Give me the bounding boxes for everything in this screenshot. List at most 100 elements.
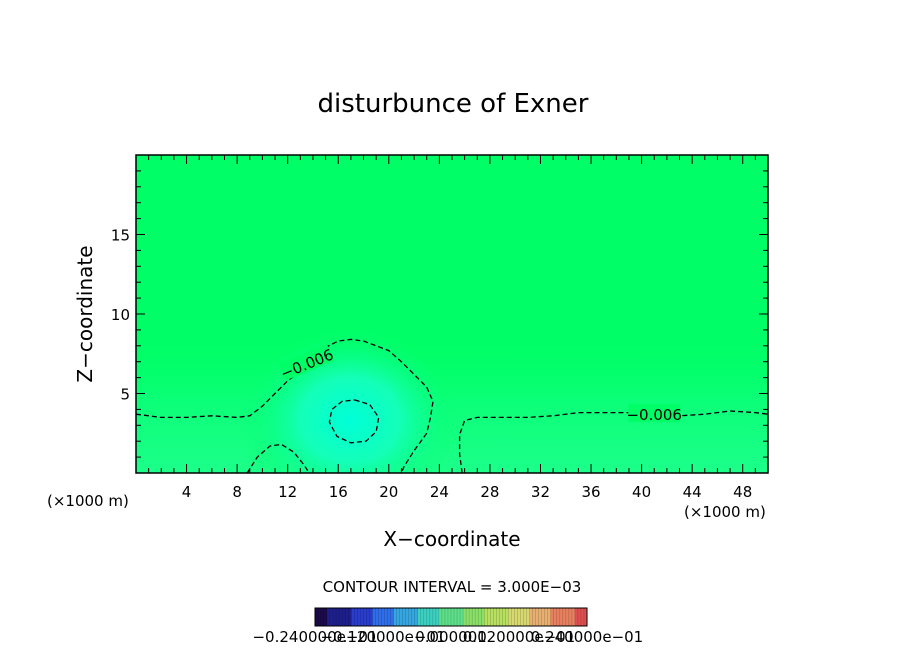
colorbar-cell (378, 608, 382, 626)
colorbar-cell (447, 608, 452, 626)
colorbar-cell (342, 608, 346, 626)
colorbar-cell (526, 608, 530, 626)
colorbar-cell (414, 608, 419, 626)
colorbar-cell (324, 608, 328, 626)
colorbar-cell (529, 608, 533, 626)
colorbar-cell (496, 608, 500, 626)
colorbar-cell (463, 608, 467, 626)
contour-label: −0.006 (626, 406, 682, 424)
colorbar-cell (544, 608, 549, 626)
colorbar-cell (478, 608, 482, 626)
colorbar-cell (487, 608, 491, 626)
x-tick-label: 24 (430, 483, 449, 501)
colorbar-cell (366, 608, 370, 626)
y-axis-label: Z−coordinate (73, 245, 97, 382)
colorbar-cell (505, 608, 509, 626)
colorbar (314, 607, 588, 627)
colorbar-cell (550, 608, 555, 626)
colorbar-cell (547, 608, 552, 626)
colorbar-cell (571, 608, 576, 626)
colorbar-cell (499, 608, 503, 626)
x-tick-label: 40 (632, 483, 651, 501)
colorbar-cell (514, 608, 518, 626)
colorbar-cell (327, 608, 331, 626)
colorbar-cell (348, 608, 352, 626)
contour-label-bg (628, 404, 681, 423)
colorbar-cell (583, 608, 588, 626)
colorbar-cell (553, 608, 558, 626)
colorbar-cell (318, 608, 322, 626)
colorbar-cell (457, 608, 461, 626)
colorbar-cell (372, 608, 376, 626)
y-tick-label: 15 (111, 227, 130, 245)
x-unit-right: (×1000 m) (684, 503, 766, 521)
colorbar-cell (369, 608, 373, 626)
colorbar-cell (435, 608, 440, 626)
colorbar-cell (345, 608, 349, 626)
colorbar-cell (532, 608, 536, 626)
colorbar-cell (469, 608, 473, 626)
colorbar-cell (577, 608, 582, 626)
colorbar-cell (363, 608, 367, 626)
colorbar-cell (493, 608, 497, 626)
colorbar-tick-label: 0.240000e−01 (531, 628, 643, 646)
colorbar-tick-label: 0.000000 (415, 628, 487, 646)
colorbar-cell (393, 608, 397, 626)
colorbar-cell (333, 608, 337, 626)
colorbar-cell (411, 608, 416, 626)
colorbar-cell (520, 608, 524, 626)
colorbar-cell (381, 608, 385, 626)
colorbar-cell (562, 608, 567, 626)
contour-label-bg (278, 344, 334, 381)
colorbar-cell (441, 608, 446, 626)
colorbar-cell (490, 608, 494, 626)
colorbar-cell (336, 608, 340, 626)
colorbar-tick-label: 0.120000e−01 (463, 628, 575, 646)
colorbar-cell (390, 608, 394, 626)
colorbar-cell (330, 608, 334, 626)
colorbar-cell (396, 608, 400, 626)
colorbar-cell (460, 608, 464, 626)
x-tick-label: 16 (329, 483, 348, 501)
colorbar-cell (351, 608, 355, 626)
colorbar-cell (426, 608, 431, 626)
colorbar-cell (451, 608, 455, 626)
colorbar-cell (568, 608, 573, 626)
colorbar-cell (438, 608, 443, 626)
contour-line (458, 410, 768, 473)
y-tick-label: 10 (111, 306, 130, 324)
colorbar-cell (354, 608, 358, 626)
x-tick-label: 44 (683, 483, 702, 501)
x-tick-label: 48 (733, 483, 752, 501)
colorbar-cell (420, 608, 425, 626)
colorbar-cell (360, 608, 364, 626)
y-tick-label: 5 (120, 386, 130, 404)
colorbar-cell (357, 608, 361, 626)
colorbar-cell (432, 608, 437, 626)
colorbar-cell (556, 608, 561, 626)
colorbar-cell (508, 608, 512, 626)
contour-line (328, 399, 380, 444)
colorbar-cell (580, 608, 585, 626)
colorbar-frame (314, 607, 588, 627)
colorbar-cell (402, 608, 406, 626)
x-tick-label: 4 (182, 483, 192, 501)
colorbar-cell (565, 608, 570, 626)
colorbar-cell (384, 608, 388, 626)
colorbar-cell (559, 608, 564, 626)
colorbar-cell (375, 608, 379, 626)
x-tick-label: 28 (480, 483, 499, 501)
colorbar-cell (574, 608, 579, 626)
x-unit-left: (×1000 m) (47, 492, 129, 510)
colorbar-labels: −0.240000e−01−0.120000e−010.0000000.1200… (252, 628, 643, 646)
x-axis-label: X−coordinate (383, 527, 520, 551)
field-minimum-region (240, 325, 460, 473)
colorbar-cell (511, 608, 515, 626)
colorbar-tick-label: −0.120000e−01 (320, 628, 445, 646)
colorbar-cell (466, 608, 470, 626)
colorbar-cell (517, 608, 521, 626)
colorbar-cell (339, 608, 343, 626)
colorbar-cell (321, 608, 325, 626)
